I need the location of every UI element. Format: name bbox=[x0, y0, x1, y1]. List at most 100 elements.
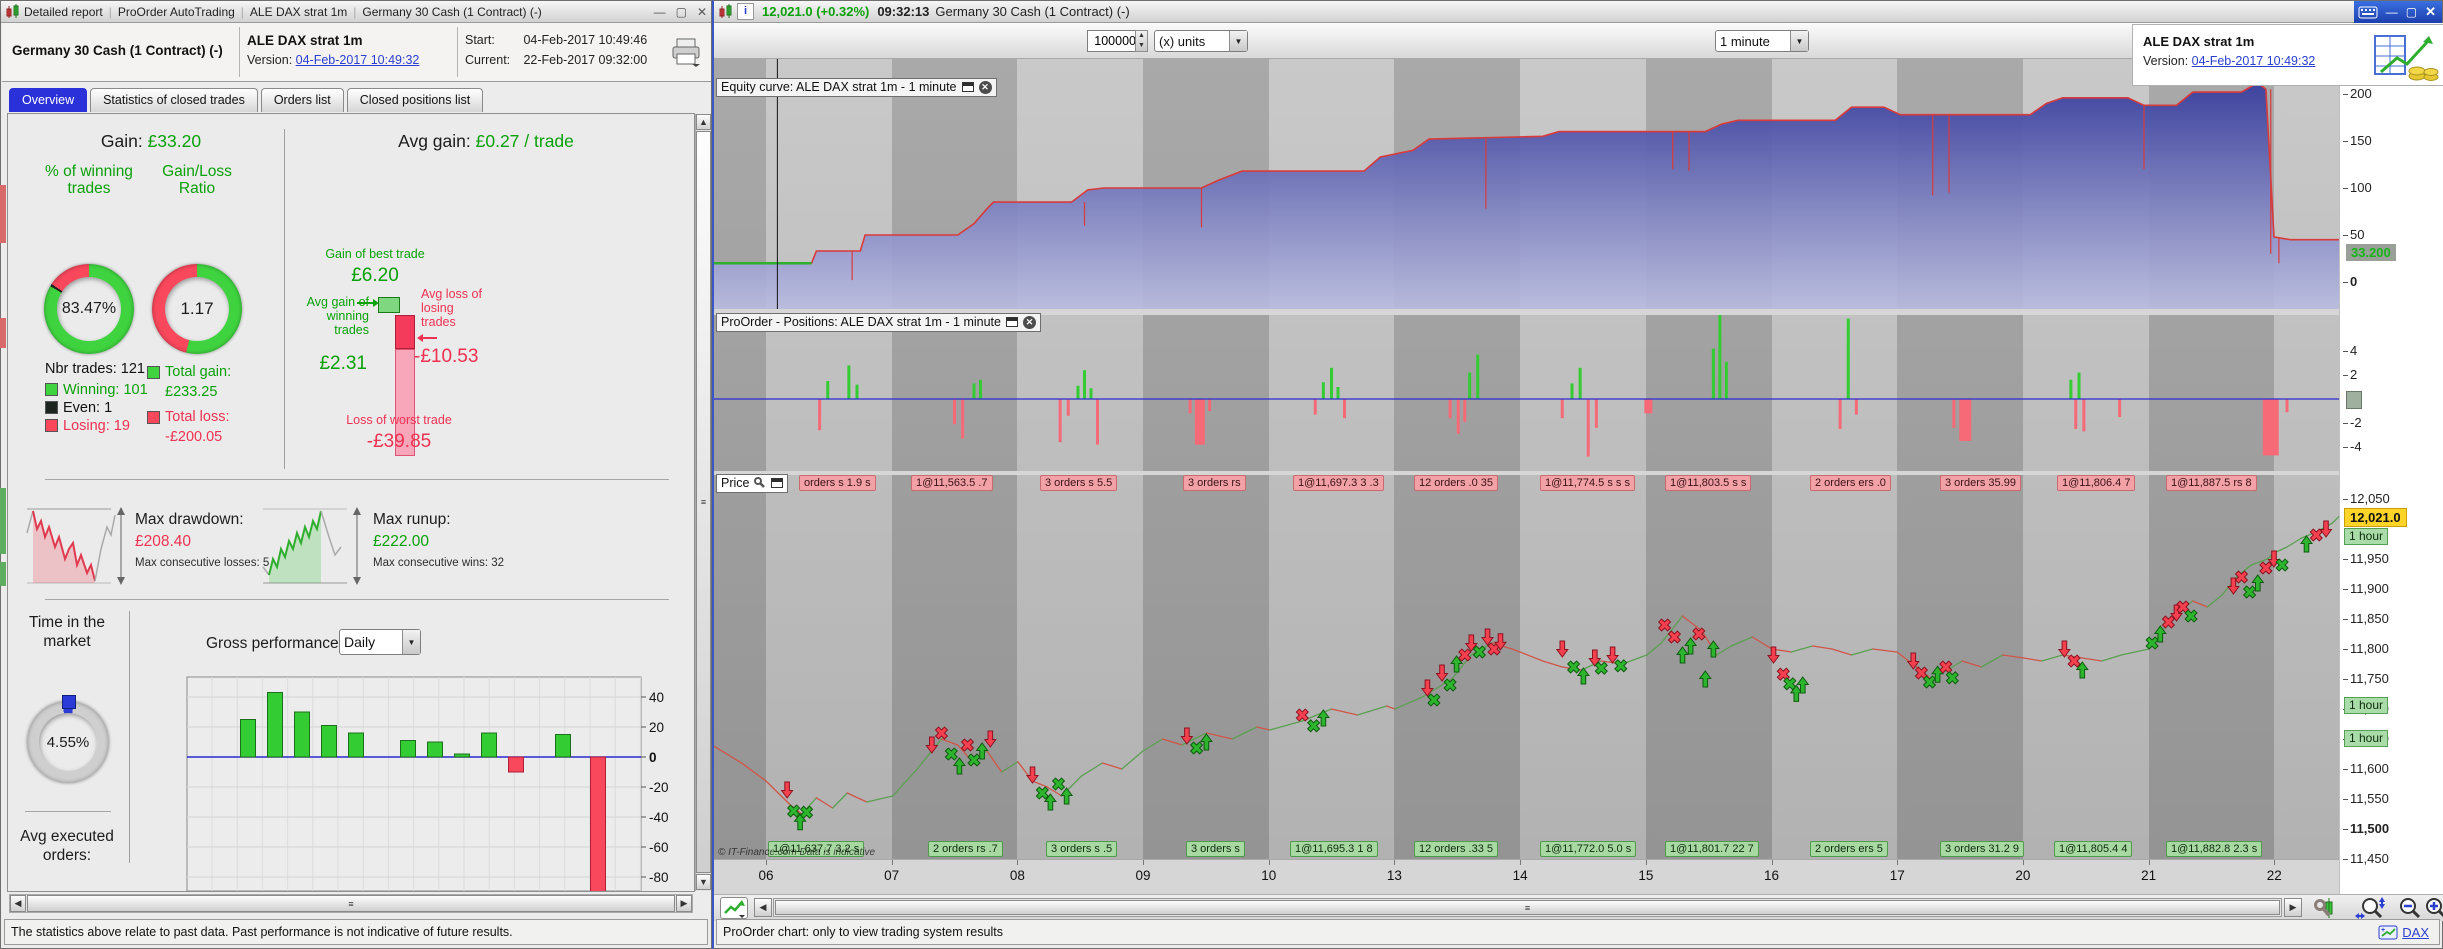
zoom-in-icon[interactable] bbox=[2424, 896, 2443, 920]
time-axis: 06 07 08 09 10 13 14 15 16 17 20 21 22 bbox=[714, 859, 2339, 894]
sell-arrow-marker bbox=[1464, 634, 1478, 652]
window-icon[interactable] bbox=[771, 478, 784, 488]
chart-type-button[interactable] bbox=[720, 897, 748, 919]
order-label[interactable]: 3 orders rs bbox=[1183, 475, 1246, 491]
order-label[interactable]: 1@11,882.8 2.3 s bbox=[2166, 841, 2263, 857]
scrollbar-thumb[interactable]: ≡ bbox=[27, 895, 675, 912]
order-label[interactable]: 3 orders s bbox=[1186, 841, 1245, 857]
scroll-left-icon[interactable]: ◀ bbox=[754, 898, 772, 917]
avg-win-arrowhead bbox=[373, 299, 379, 307]
horizontal-scrollbar[interactable]: ◀ ≡ ▶ bbox=[9, 894, 693, 913]
order-label[interactable]: 3 orders 31.2 9 bbox=[1940, 841, 2024, 857]
tab-orders-list[interactable]: Orders list bbox=[260, 88, 344, 112]
quantity-input[interactable] bbox=[1087, 30, 1139, 52]
maximize-icon[interactable]: ▢ bbox=[675, 5, 687, 19]
axis-tick-label: 4 bbox=[2343, 343, 2357, 358]
order-label[interactable]: 2 orders ers 5 bbox=[1810, 841, 1888, 857]
close-long-marker bbox=[1189, 741, 1204, 755]
sell-arrow-marker bbox=[1180, 727, 1194, 745]
nbr-trades-label: Nbr trades: bbox=[45, 361, 117, 377]
order-label[interactable]: orders s 1.9 s bbox=[799, 475, 876, 491]
tab-overview[interactable]: Overview bbox=[9, 88, 88, 112]
time-tick-label: 09 bbox=[1135, 868, 1151, 883]
window-icon[interactable] bbox=[1005, 317, 1018, 327]
order-label[interactable]: 1@11,806.4 7 bbox=[2057, 475, 2136, 491]
equity-curve-chart bbox=[714, 59, 2339, 309]
quantity-stepper[interactable]: ▲ ▼ bbox=[1135, 30, 1148, 52]
detailed-report-window: Detailed report | ProOrder AutoTrading | A… bbox=[0, 0, 712, 949]
order-label[interactable]: 1@11,805.4 4 bbox=[2054, 841, 2133, 857]
close-icon[interactable]: ✕ bbox=[1022, 315, 1036, 329]
order-label[interactable]: 1@11,801.7 22 7 bbox=[1665, 841, 1759, 857]
info-icon[interactable]: i bbox=[737, 3, 754, 20]
chevron-down-icon[interactable]: ▼ bbox=[1790, 31, 1808, 51]
order-label[interactable]: 1@11,887.5 rs 8 bbox=[2166, 475, 2257, 491]
close-long-marker bbox=[1472, 645, 1487, 659]
order-label[interactable]: 2 orders rs .7 bbox=[928, 841, 1003, 857]
minimize-icon[interactable]: — bbox=[653, 5, 666, 19]
runup-sparkline bbox=[262, 507, 361, 585]
horizontal-scrollbar[interactable]: ≡ bbox=[773, 898, 2282, 917]
dax-link[interactable]: DAX bbox=[2402, 924, 2429, 940]
close-long-marker bbox=[1594, 661, 1608, 675]
axis-tick-label: 11,450 bbox=[2343, 851, 2389, 866]
zoom-out-icon[interactable] bbox=[2398, 896, 2422, 920]
order-label[interactable]: 1@11,637.7 3.2 s bbox=[768, 841, 865, 857]
positions-panel-title[interactable]: ProOrder - Positions: ALE DAX strat 1m -… bbox=[716, 313, 1041, 332]
order-label[interactable]: 1@11,772.0 5.0 s bbox=[1540, 841, 1637, 857]
keyboard-icon[interactable] bbox=[2358, 6, 2378, 19]
close-icon[interactable]: ✕ bbox=[696, 5, 707, 19]
wrench-icon[interactable] bbox=[754, 477, 766, 489]
sell-arrow-marker bbox=[1420, 679, 1434, 697]
minimize-icon[interactable]: — bbox=[2385, 5, 2398, 19]
order-label[interactable]: 3 orders s .5 bbox=[1046, 841, 1118, 857]
order-label[interactable]: 1@11,803.5 s s bbox=[1665, 475, 1752, 491]
version-link[interactable]: 04-Feb-2017 10:49:32 bbox=[295, 53, 420, 67]
axis-tick-label: 12,050 bbox=[2343, 491, 2390, 506]
scroll-right-icon[interactable]: ▶ bbox=[676, 895, 692, 912]
scroll-right-icon[interactable]: ▶ bbox=[2284, 898, 2302, 917]
chart-settings-icon[interactable] bbox=[2312, 896, 2342, 920]
scroll-left-icon[interactable]: ◀ bbox=[10, 895, 26, 912]
losing-label: Losing: bbox=[63, 418, 110, 434]
order-label[interactable]: 1@11,563.5 .7 bbox=[911, 475, 993, 491]
window-icon[interactable] bbox=[961, 82, 974, 92]
chevron-down-icon[interactable]: ▼ bbox=[1229, 31, 1247, 51]
order-label[interactable]: 12 orders .33 5 bbox=[1414, 841, 1498, 857]
close-icon[interactable]: ✕ bbox=[978, 80, 992, 94]
timeframe-dropdown[interactable]: 1 minute ▼ bbox=[1715, 30, 1809, 52]
tab-statistics-of-closed-trades[interactable]: Statistics of closed trades bbox=[90, 88, 258, 112]
scrollbar-thumb[interactable]: ≡ bbox=[696, 131, 711, 873]
tab-closed-positions-list[interactable]: Closed positions list bbox=[346, 88, 484, 112]
candlestick-icon bbox=[6, 4, 19, 18]
version-link[interactable]: 04-Feb-2017 10:49:32 bbox=[2191, 54, 2316, 68]
winning-label: Winning: bbox=[63, 382, 120, 398]
gross-period-dropdown[interactable]: Daily ▼ bbox=[339, 629, 421, 655]
equity-panel-title[interactable]: Equity curve: ALE DAX strat 1m - 1 minut… bbox=[716, 78, 997, 97]
close-icon[interactable]: ✕ bbox=[2425, 4, 2436, 19]
order-label[interactable]: 1@11,695.3 1 8 bbox=[1290, 841, 1378, 857]
close-long-marker bbox=[2275, 558, 2289, 572]
scroll-up-icon[interactable]: ▲ bbox=[696, 114, 711, 130]
order-label[interactable]: 2 orders ers .0 bbox=[1810, 475, 1891, 491]
units-dropdown[interactable]: (x) units ▼ bbox=[1154, 30, 1248, 52]
panel-separator bbox=[714, 309, 2339, 315]
scroll-down-icon[interactable]: ▼ bbox=[696, 874, 711, 890]
scrollbar-thumb[interactable]: ≡ bbox=[775, 900, 2280, 915]
print-icon[interactable] bbox=[670, 37, 702, 67]
even-swatch bbox=[45, 401, 58, 414]
chevron-down-icon[interactable]: ▼ bbox=[402, 630, 420, 654]
maximize-icon[interactable]: ▢ bbox=[2405, 5, 2418, 19]
zoom-fit-icon[interactable] bbox=[2354, 896, 2390, 920]
order-label[interactable]: 1@11,697.3 3 .3 bbox=[1293, 475, 1384, 491]
hour-timeframe-chip: 1 hour bbox=[2344, 697, 2389, 714]
order-label[interactable]: 3 orders 35.99 bbox=[1940, 475, 2021, 491]
price-panel-title[interactable]: Price bbox=[716, 474, 789, 493]
order-label[interactable]: 12 orders .0 35 bbox=[1414, 475, 1498, 491]
chart-instrument: Germany 30 Cash (1 Contract) (-) bbox=[935, 4, 1130, 19]
svg-text:-40: -40 bbox=[649, 810, 669, 825]
order-label[interactable]: 1@11,774.5 s s s bbox=[1540, 475, 1635, 491]
order-label[interactable]: 3 orders s 5.5 bbox=[1040, 475, 1118, 491]
vertical-scrollbar[interactable]: ▲ ≡ ▼ bbox=[695, 114, 711, 891]
time-tick-label: 07 bbox=[884, 868, 900, 883]
